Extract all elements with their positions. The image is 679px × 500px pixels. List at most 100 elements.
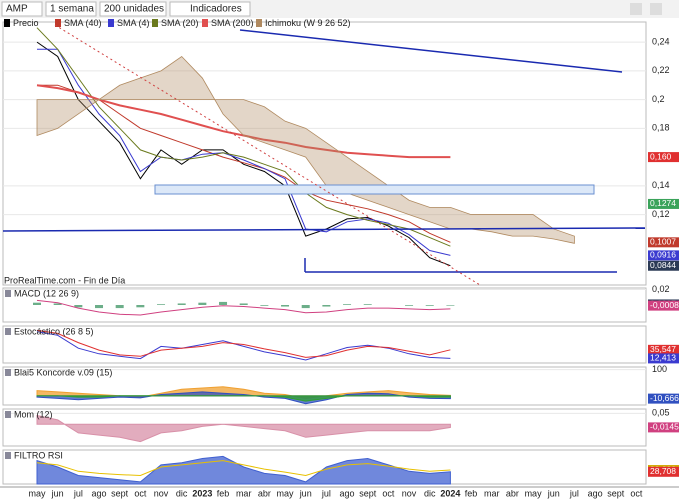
histogram-bar — [53, 303, 62, 305]
x-tick-label: jul — [569, 488, 579, 498]
histogram-bar — [198, 302, 207, 305]
price-label-box — [648, 466, 679, 477]
x-tick-label: oct — [134, 488, 147, 498]
histogram-bar — [239, 303, 248, 305]
line — [36, 299, 451, 316]
panel-frame — [2, 21, 647, 286]
ichimoku-cloud — [36, 55, 575, 244]
y-tick-label: 0,24 — [652, 36, 670, 46]
histogram-bar — [260, 305, 269, 306]
line — [36, 460, 451, 477]
period[interactable]: 1 semana — [50, 4, 94, 15]
histogram-bar — [95, 305, 104, 309]
x-tick-label: 2024 — [440, 488, 460, 498]
x-tick-label: may — [525, 488, 543, 498]
area — [36, 395, 451, 402]
x-tick-label: jun — [299, 488, 312, 498]
legend-entry: Precio — [13, 18, 39, 28]
units-box[interactable] — [99, 1, 167, 17]
y-tick-label: 0,18 — [652, 123, 670, 133]
histogram-bar — [74, 305, 83, 308]
x-tick-label: jul — [321, 488, 331, 498]
panel-icon — [5, 328, 11, 335]
histogram-bar — [177, 303, 186, 305]
panel-icon — [5, 290, 11, 297]
price-label: -0,0145 — [650, 422, 679, 432]
price-label: 12,413 — [650, 353, 676, 363]
panel-title: Blai5 Koncorde v.09 (15) — [14, 367, 112, 377]
x-tick-label: sept — [359, 488, 377, 498]
price-label-box — [648, 393, 679, 404]
histogram-bar — [322, 305, 331, 307]
histogram-bar — [115, 305, 124, 309]
x-tick-label: feb — [465, 488, 478, 498]
line — [36, 27, 451, 247]
price-label-box — [648, 260, 679, 271]
legend-swatch — [152, 19, 158, 27]
price-label: 35,547 — [650, 344, 676, 354]
price-label: 0,0916 — [650, 250, 676, 260]
y-tick-label: 0,22 — [652, 65, 670, 75]
price-label-box — [648, 198, 679, 209]
panel-title: FILTRO RSI — [14, 450, 63, 460]
trendline — [239, 29, 623, 73]
legend-swatch — [256, 19, 262, 27]
y-tick-label: 0,05 — [652, 408, 670, 418]
drawings — [2, 24, 646, 286]
indicators-box[interactable] — [169, 1, 251, 17]
x-tick-label: sept — [607, 488, 625, 498]
price-label: 0,1274 — [650, 198, 676, 208]
panel-title: Estocástico (26 8 5) — [14, 326, 94, 336]
price-label: -10,666 — [650, 393, 679, 403]
legend-entry: SMA (40) — [64, 18, 102, 28]
price-label-box — [648, 152, 679, 163]
legend-entry: Ichimoku (W 9 26 52) — [265, 18, 351, 28]
x-tick-label: jul — [73, 488, 83, 498]
x-tick-label: sept — [111, 488, 129, 498]
x-tick-label: oct — [630, 488, 643, 498]
panel-frame — [2, 366, 647, 406]
x-tick-label: 2023 — [192, 488, 212, 498]
x-tick-label: jun — [51, 488, 64, 498]
symbol[interactable]: AMP — [6, 4, 28, 15]
x-tick-label: mar — [484, 488, 500, 498]
panel-icon — [5, 411, 11, 418]
histogram-bar — [425, 305, 434, 306]
histogram-bar — [157, 304, 166, 305]
units[interactable]: 200 unidades — [104, 4, 164, 15]
x-tick-label: nov — [402, 488, 417, 498]
x-tick-label: feb — [217, 488, 230, 498]
price-label-box — [648, 422, 679, 433]
x-tick-label: dic — [176, 488, 188, 498]
x-tick-label: dic — [424, 488, 436, 498]
zone — [154, 184, 595, 195]
panel-frame — [2, 408, 647, 447]
price-label-box — [648, 344, 679, 355]
panel-title: Mom (12) — [14, 409, 53, 419]
area — [36, 391, 451, 405]
x-tick-label: nov — [154, 488, 169, 498]
y-tick-label: 0,12 — [652, 209, 670, 219]
symbol-box[interactable] — [1, 1, 43, 17]
x-tick-label: mar — [236, 488, 252, 498]
settings-icon[interactable] — [630, 3, 642, 15]
line — [37, 48, 451, 256]
y-tick-label: 0,02 — [652, 284, 670, 294]
x-tick-label: abr — [506, 488, 519, 498]
histogram-bar — [446, 305, 455, 306]
legend-swatch — [4, 19, 10, 27]
window-icon[interactable] — [650, 3, 662, 15]
price-label: 0,1007 — [650, 237, 676, 247]
panel-title: MACD (12 26 9) — [14, 288, 79, 298]
histogram-bar — [363, 304, 372, 305]
histogram-bar — [343, 304, 352, 305]
period-box[interactable] — [45, 1, 97, 17]
y-tick-label: 100 — [652, 364, 667, 374]
price-label-box — [648, 353, 679, 364]
indicators[interactable]: Indicadores — [190, 4, 242, 15]
legend-entry: SMA (20) — [161, 18, 199, 28]
line — [36, 331, 451, 361]
histogram-bar — [301, 305, 310, 309]
price-label: 0,160 — [650, 151, 672, 161]
x-tick-label: oct — [382, 488, 395, 498]
